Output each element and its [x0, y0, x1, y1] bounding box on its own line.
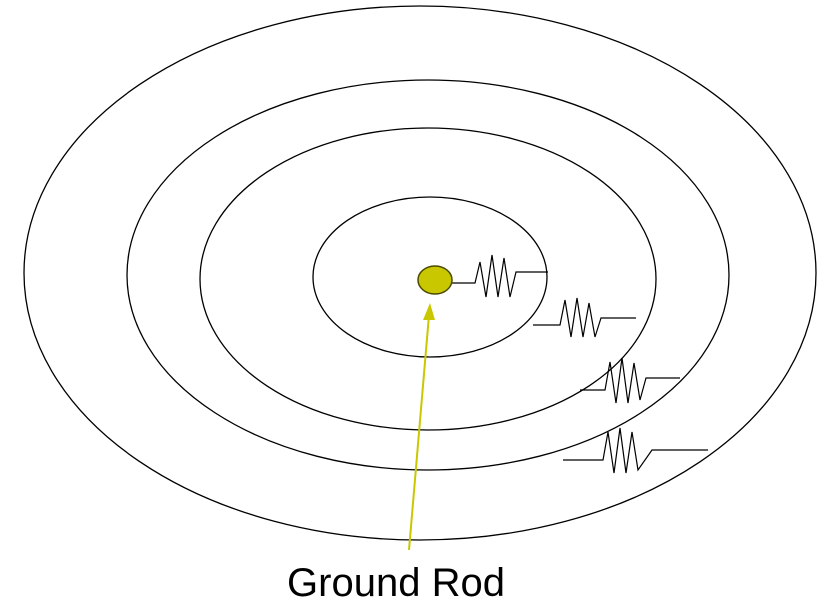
resistor-1	[452, 254, 548, 298]
ground-rod-label: Ground Rod	[287, 561, 505, 605]
ring-3	[126, 79, 730, 471]
outer-ring	[23, 5, 817, 541]
arrow-head	[423, 303, 435, 320]
resistor-4	[563, 427, 708, 474]
resistor-3	[580, 357, 680, 404]
ring-2	[199, 127, 657, 431]
inner-ring	[312, 196, 548, 358]
ground-rod	[417, 265, 453, 295]
resistor-2	[533, 297, 636, 338]
arrow-line	[408, 314, 430, 551]
